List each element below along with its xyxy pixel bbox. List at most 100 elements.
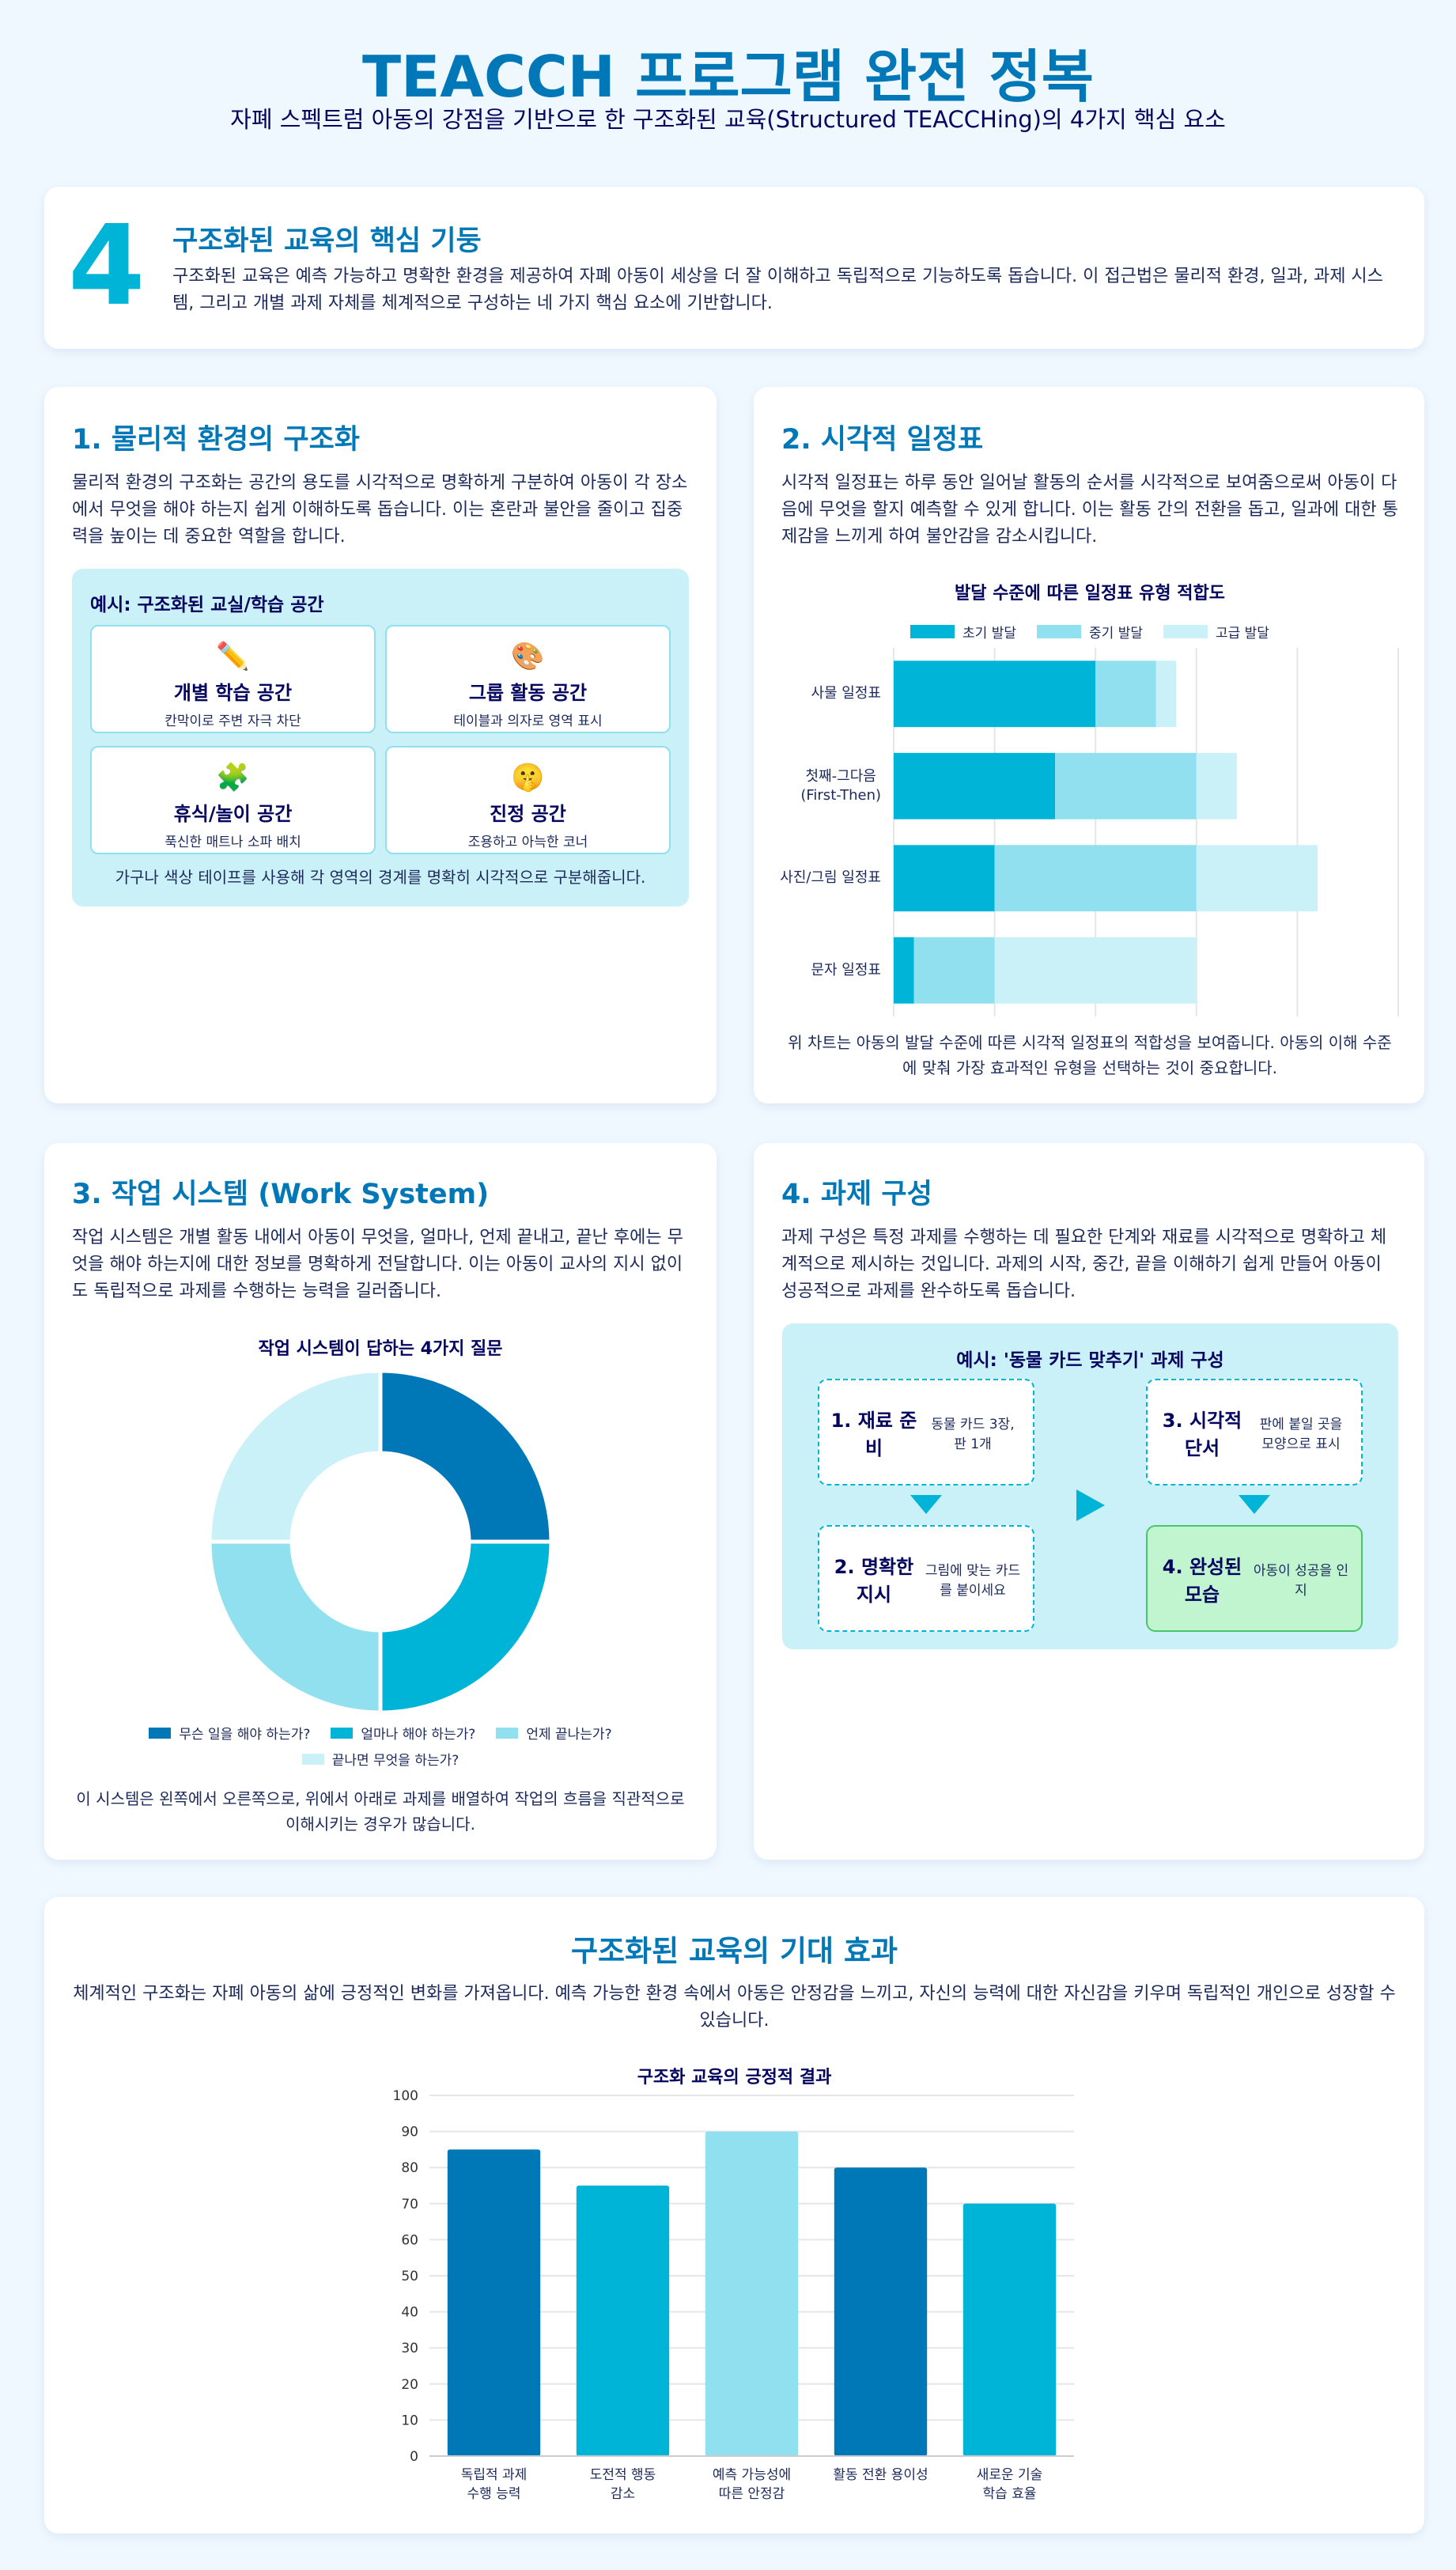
icon: 🤫	[511, 762, 545, 793]
intro-card	[44, 187, 1424, 349]
bar-segment	[994, 845, 1197, 912]
legend-label: 얼마나 해야 하는가?	[361, 1727, 476, 1743]
icon: 🧩	[216, 762, 250, 793]
section-text: 시각적 일정표는 하루 동안 일어날 활동의 순서를 시각적으로 보여줌으로써 …	[781, 473, 1398, 547]
legend-label: 중기 발달	[1089, 626, 1143, 642]
legend-item: 고급 발달	[1163, 622, 1269, 642]
y-tick-label: 70	[401, 2197, 418, 2212]
legend-item: 끝나면 무엇을 하는가?	[301, 1749, 459, 1769]
legend-swatch	[1163, 625, 1208, 638]
bar-segment	[1196, 752, 1237, 819]
arrow	[1239, 1495, 1270, 1514]
section-title: 구조화된 교육의 기대 효과	[570, 1934, 898, 1968]
step-desc: 그림에 맞는 카드를 붙이세요	[925, 1562, 1021, 1599]
doughnut-slice	[207, 1539, 383, 1715]
example-note: 가구나 색상 테이프를 사용해 각 영역의 경계를 명확히 시각적으로 구분해줍…	[115, 868, 646, 887]
chart-title: 발달 수준에 따른 일정표 유형 적합도	[955, 584, 1225, 604]
legend-swatch	[331, 1727, 354, 1739]
step-box: 4. 완성된 모습 아동이 성공을 인지	[1146, 1525, 1363, 1632]
y-tick-label: 0	[410, 2449, 418, 2465]
step-desc: 아동이 성공을 인지	[1253, 1562, 1349, 1599]
page-subtitle: 자폐 스펙트럼 아동의 강점을 기반으로 한 구조화된 교육(Structure…	[230, 106, 1226, 133]
page-title: TEACCH 프로그램 완전 정복	[361, 44, 1095, 110]
bar-segment	[913, 937, 995, 1004]
area-card: 🤫 진정 공간 조용하고 아늑한 코너	[385, 746, 671, 854]
arrow	[1076, 1489, 1105, 1521]
x-tick-label: 활동 전환 용이성	[833, 2467, 928, 2483]
y-tick-label: 100	[393, 2088, 418, 2104]
bar	[705, 2131, 799, 2456]
legend: 초기 발달 중기 발달 고급 발달	[781, 622, 1398, 642]
section-text: 과제 구성은 특정 과제를 수행하는 데 필요한 단계와 재료를 시각적으로 명…	[781, 1228, 1387, 1301]
step-name: 2. 명확한 지시	[834, 1555, 914, 1606]
x-tick-label: 독립적 과제 수행 능력	[460, 2467, 528, 2502]
bar-segment	[894, 937, 914, 1004]
legend-label: 초기 발달	[962, 626, 1017, 642]
legend-item: 얼마나 해야 하는가?	[331, 1723, 475, 1743]
area-name: 그룹 활동 공간	[468, 682, 588, 704]
y-tick-label: 90	[401, 2125, 418, 2140]
section-text: 체계적인 구조화는 자폐 아동의 삶에 긍정적인 변화를 가져옵니다. 예측 가…	[73, 1984, 1396, 2031]
step-name: 1. 재료 준비	[830, 1409, 917, 1459]
step-box: 1. 재료 준비 동물 카드 3장, 판 1개	[818, 1379, 1034, 1486]
y-tick-label: 20	[401, 2377, 418, 2393]
chart-caption: 이 시스템은 왼쪽에서 오른쪽으로, 위에서 아래로 과제를 배열하여 작업의 …	[76, 1789, 685, 1834]
x-tick-label: 예측 가능성에 따른 안정감	[712, 2467, 792, 2502]
section-title: 1. 물리적 환경의 구조화	[72, 424, 361, 456]
bar	[576, 2186, 670, 2456]
legend: 무슨 일을 해야 하는가? 얼마나 해야 하는가? 언제 끝나는가? 끝나면 무엇을 …	[135, 1723, 626, 1769]
area-name: 개별 학습 공간	[173, 682, 293, 704]
step-box: 2. 명확한 지시 그림에 맞는 카드를 붙이세요	[818, 1525, 1034, 1632]
area-desc: 조용하고 아늑한 코너	[467, 835, 588, 850]
chart-caption: 위 차트는 아동의 발달 수준에 따른 시각적 일정표의 적합성을 보여줍니다.…	[788, 1033, 1392, 1077]
legend-label: 고급 발달	[1215, 626, 1269, 642]
section-text: 작업 시스템은 개별 활동 내에서 아동이 무엇을, 얼마나, 언제 끝내고, …	[72, 1228, 683, 1301]
legend-item: 중기 발달	[1037, 622, 1143, 642]
x-tick-label: 도전적 행동 감소	[589, 2467, 656, 2502]
area-name: 휴식/놀이 공간	[173, 803, 293, 825]
card	[44, 1143, 717, 1860]
bar	[962, 2203, 1057, 2456]
legend-swatch	[301, 1753, 324, 1765]
y-tick-label: 첫째-그다음 (First-Then)	[800, 767, 881, 804]
bar	[447, 2149, 541, 2456]
area-desc: 푹신한 매트나 소파 배치	[165, 835, 301, 850]
section-title: 2. 시각적 일정표	[781, 424, 984, 456]
y-tick-label: 80	[401, 2160, 418, 2176]
y-tick-label: 30	[401, 2341, 418, 2356]
bar-segment	[994, 937, 1197, 1004]
bar-segment	[1055, 752, 1197, 819]
bar-segment	[1095, 660, 1156, 728]
section-title: 3. 작업 시스템 (Work System)	[72, 1179, 490, 1210]
y-tick-label: 40	[401, 2305, 418, 2321]
y-tick-label: 사물 일정표	[811, 685, 881, 702]
doughnut-slice	[378, 1368, 554, 1544]
step-desc: 동물 카드 3장, 판 1개	[931, 1416, 1015, 1452]
chart-title: 작업 시스템이 답하는 4가지 질문	[258, 1339, 503, 1359]
legend-swatch	[496, 1727, 519, 1739]
legend-label: 무슨 일을 해야 하는가?	[179, 1727, 311, 1743]
area-desc: 칸막이로 주변 자극 차단	[165, 713, 301, 729]
y-tick-label: 문자 일정표	[811, 961, 881, 978]
bar-segment	[894, 845, 995, 912]
intro-title: 구조화된 교육의 핵심 기둥	[172, 225, 482, 257]
y-tick-label: 10	[401, 2413, 418, 2428]
y-tick-label: 60	[401, 2232, 418, 2248]
bar-segment	[1196, 845, 1318, 912]
legend-swatch	[910, 625, 955, 638]
x-tick-label: 새로운 기술 학습 효율	[976, 2467, 1043, 2502]
area-desc: 테이블과 의자로 영역 표시	[453, 713, 603, 729]
doughnut-slice	[378, 1539, 554, 1715]
legend-item: 언제 끝나는가?	[496, 1723, 612, 1743]
y-tick-label: 50	[401, 2269, 418, 2284]
doughnut-slice	[207, 1368, 383, 1544]
step-name: 4. 완성된 모습	[1162, 1555, 1242, 1606]
icon: ✏️	[216, 641, 250, 672]
example-title: 예시: 구조화된 교실/학습 공간	[90, 595, 324, 615]
legend-swatch	[1037, 625, 1082, 638]
step-box: 3. 시각적 단서 판에 붙일 곳을 모양으로 표시	[1146, 1379, 1363, 1486]
y-tick-label: 사진/그림 일정표	[780, 869, 881, 887]
